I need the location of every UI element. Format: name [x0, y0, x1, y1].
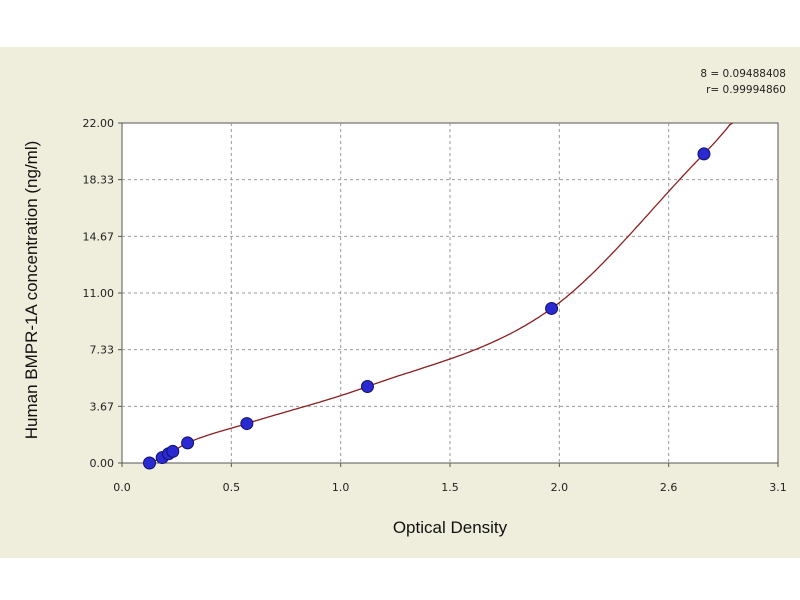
y-tick-label: 14.67 — [83, 230, 115, 243]
y-axis-label: Human BMPR-1A concentration (ng/ml) — [22, 141, 41, 440]
data-point — [166, 444, 180, 458]
fit-statistics: 8 = 0.09488408 r= 0.99994860 — [700, 66, 786, 98]
y-tick-label: 7.33 — [90, 344, 115, 357]
data-point — [360, 380, 374, 393]
grid-lines — [122, 123, 778, 463]
x-tick-label: 1.5 — [441, 481, 459, 494]
y-tick-label: 3.67 — [90, 400, 115, 413]
x-tick-label: 0.5 — [223, 481, 241, 494]
x-tick-label: 2.0 — [551, 481, 569, 494]
fit-stat-line-1: 8 = 0.09488408 — [700, 68, 786, 80]
x-axis-label: Optical Density — [393, 518, 508, 537]
data-point — [697, 147, 711, 161]
y-tick-label: 11.00 — [83, 287, 115, 300]
x-tick-label: 3.1 — [769, 481, 787, 494]
fit-stat-line-2: r= 0.99994860 — [706, 84, 786, 96]
data-point — [240, 417, 254, 431]
x-axis-ticks: 0.0 0.5 1.0 1.5 2.0 2.6 3.1 — [113, 463, 787, 494]
data-points — [143, 147, 711, 470]
y-tick-label: 22.00 — [83, 117, 115, 130]
y-tick-label: 0.00 — [90, 457, 115, 470]
x-tick-label: 2.6 — [660, 481, 678, 494]
data-point — [143, 456, 157, 470]
data-point — [181, 436, 195, 450]
x-tick-label: 1.0 — [332, 481, 350, 494]
data-point — [545, 301, 559, 315]
y-axis-ticks: 0.00 3.67 7.33 11.00 14.67 18.33 22.00 — [83, 117, 122, 470]
y-tick-label: 18.33 — [83, 174, 115, 187]
x-tick-label: 0.0 — [113, 481, 131, 494]
